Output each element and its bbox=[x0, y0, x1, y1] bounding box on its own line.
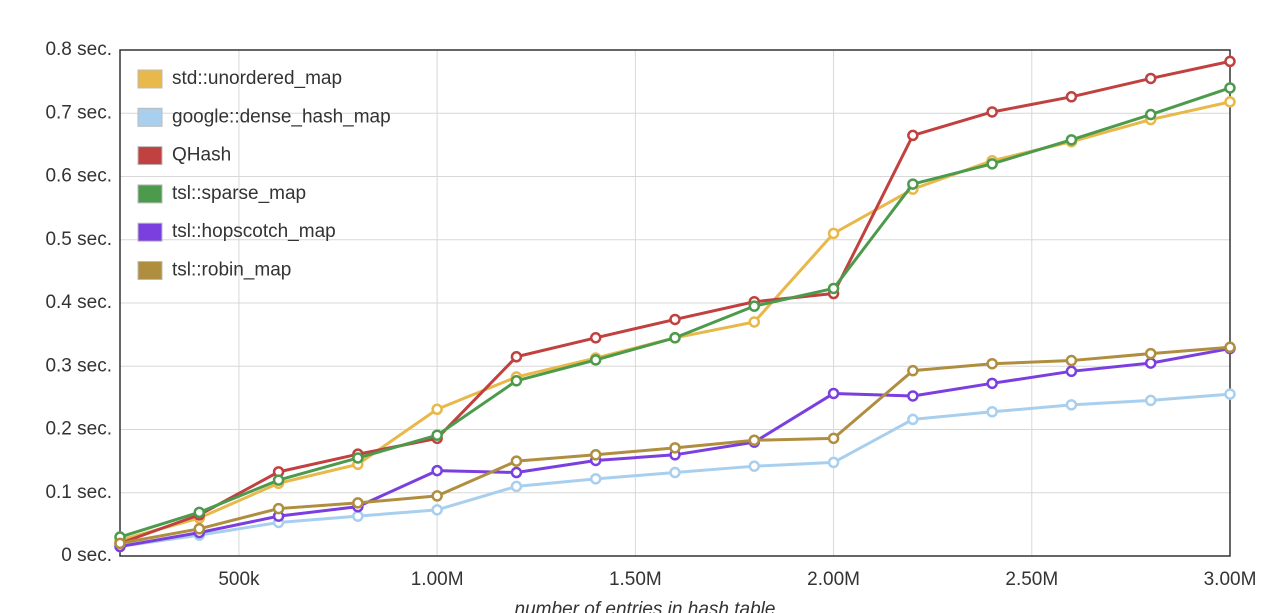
y-tick-label: 0.1 sec. bbox=[45, 482, 112, 503]
data-point bbox=[510, 375, 523, 387]
plot-frame bbox=[119, 49, 1231, 557]
x-tick-label: 2.50M bbox=[1005, 569, 1058, 590]
data-point bbox=[589, 354, 602, 366]
data-point bbox=[827, 432, 840, 445]
x-tick-label: 500k bbox=[218, 569, 260, 590]
data-point bbox=[1224, 341, 1236, 354]
y-tick-label: 0.5 sec. bbox=[45, 229, 112, 250]
y-tick-label: 0.2 sec. bbox=[45, 419, 112, 440]
legend-label: tsl::sparse_map bbox=[172, 183, 306, 204]
legend-swatch bbox=[137, 261, 163, 280]
data-point bbox=[1224, 96, 1236, 108]
data-point bbox=[669, 332, 681, 344]
data-point bbox=[827, 387, 840, 400]
data-point bbox=[510, 351, 523, 363]
legend-label: tsl::robin_map bbox=[172, 260, 291, 281]
legend-label: std::unordered_map bbox=[172, 68, 342, 89]
data-point bbox=[1224, 388, 1236, 400]
data-point bbox=[748, 300, 761, 312]
data-point bbox=[1065, 134, 1078, 146]
data-point bbox=[352, 452, 364, 464]
data-point bbox=[986, 357, 998, 370]
data-point bbox=[1224, 82, 1236, 94]
data-point bbox=[510, 455, 523, 467]
data-point bbox=[669, 466, 681, 479]
data-point bbox=[352, 510, 364, 522]
data-point bbox=[431, 504, 443, 516]
legend-swatch bbox=[137, 107, 163, 127]
legend-swatch bbox=[137, 146, 163, 166]
x-axis-label: number of entries in hash table bbox=[515, 599, 776, 613]
data-point bbox=[986, 106, 998, 118]
data-point bbox=[114, 537, 126, 550]
data-point bbox=[272, 474, 285, 486]
data-point bbox=[1144, 108, 1157, 121]
data-point bbox=[272, 502, 285, 515]
legend-swatch bbox=[137, 184, 163, 204]
data-point bbox=[986, 377, 998, 390]
data-point bbox=[907, 413, 919, 426]
x-tick-label: 1.00M bbox=[411, 569, 464, 590]
y-tick-label: 0.8 sec. bbox=[45, 39, 112, 60]
data-point bbox=[1065, 91, 1078, 103]
data-point bbox=[510, 466, 523, 479]
data-point bbox=[431, 464, 443, 477]
data-point bbox=[589, 449, 602, 461]
data-point bbox=[589, 473, 602, 485]
data-point bbox=[431, 490, 443, 502]
data-point bbox=[669, 313, 681, 326]
x-tick-label: 2.00M bbox=[807, 569, 860, 590]
data-point bbox=[193, 506, 206, 519]
data-point bbox=[589, 332, 602, 344]
x-tick-label: 1.50M bbox=[609, 569, 662, 590]
y-tick-label: 0 sec. bbox=[61, 545, 112, 566]
data-point bbox=[1065, 365, 1078, 378]
data-point bbox=[907, 129, 919, 142]
data-point bbox=[907, 178, 919, 190]
data-point bbox=[352, 497, 364, 509]
data-point bbox=[986, 406, 998, 418]
y-tick-label: 0.4 sec. bbox=[45, 292, 112, 313]
data-point bbox=[907, 364, 919, 377]
data-point bbox=[431, 403, 443, 416]
data-point bbox=[193, 523, 206, 535]
data-point bbox=[748, 434, 761, 447]
data-point bbox=[907, 390, 919, 402]
y-tick-label: 0.7 sec. bbox=[45, 102, 112, 123]
y-tick-label: 0.6 sec. bbox=[45, 166, 112, 187]
data-point bbox=[827, 227, 840, 240]
legend-label: google::dense_hash_map bbox=[172, 106, 391, 127]
data-point bbox=[1224, 55, 1236, 68]
y-tick-label: 0.3 sec. bbox=[45, 355, 112, 376]
data-point bbox=[827, 456, 840, 469]
data-point bbox=[1144, 357, 1157, 369]
legend-swatch bbox=[137, 222, 163, 242]
data-point bbox=[1144, 347, 1157, 360]
legend-label: QHash bbox=[172, 145, 231, 166]
data-point bbox=[986, 158, 998, 170]
data-point bbox=[748, 460, 761, 472]
data-point bbox=[1065, 399, 1078, 411]
legend-swatch bbox=[137, 69, 163, 89]
legend-label: tsl::hopscotch_map bbox=[172, 221, 336, 242]
x-tick-label: 3.00M bbox=[1204, 569, 1257, 590]
data-point bbox=[1065, 354, 1078, 367]
data-point bbox=[431, 429, 443, 441]
data-point bbox=[827, 282, 840, 295]
data-point bbox=[1144, 72, 1157, 85]
data-point bbox=[669, 442, 681, 454]
data-point bbox=[510, 480, 523, 493]
data-point bbox=[1144, 394, 1157, 407]
data-point bbox=[748, 316, 761, 328]
